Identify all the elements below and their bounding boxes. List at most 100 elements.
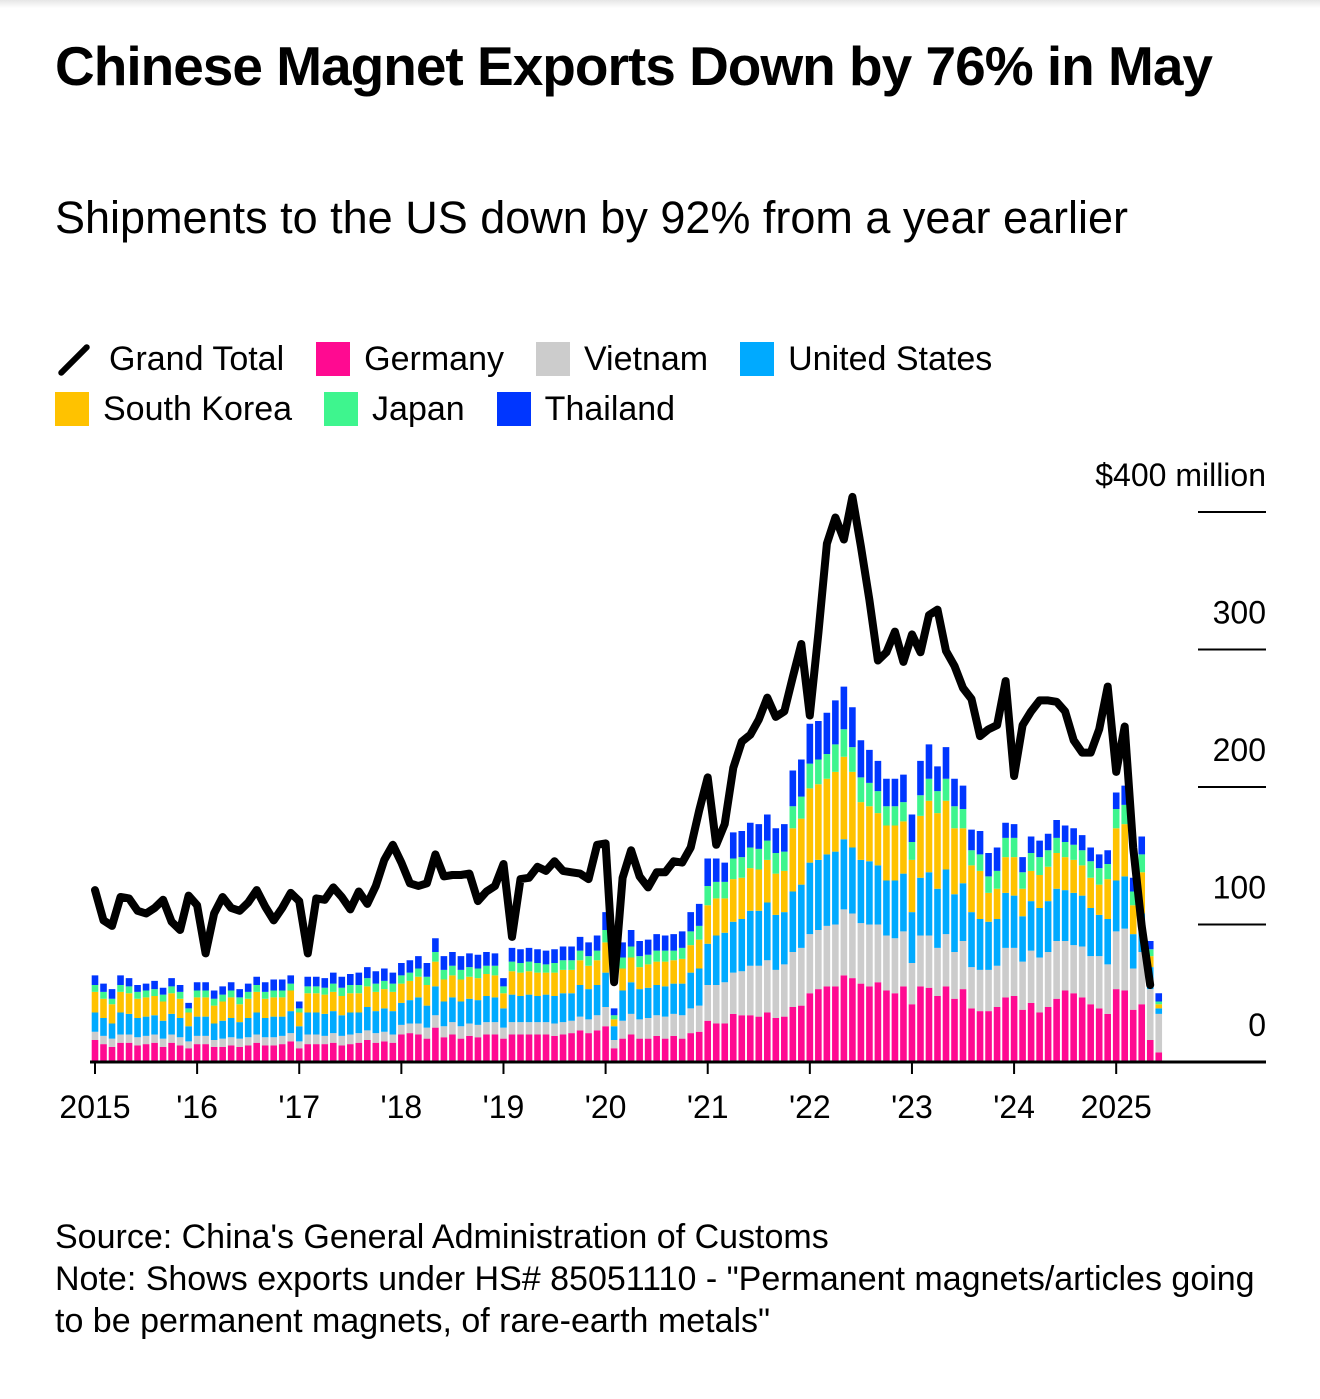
bar-segment-south-korea xyxy=(1027,870,1035,902)
bar-segment-vietnam xyxy=(610,1040,618,1049)
bar-segment-united-states xyxy=(534,996,541,1023)
bar-segment-south-korea xyxy=(602,942,609,973)
bar-segment-thailand xyxy=(959,785,967,809)
x-tick-label: '18 xyxy=(381,1089,423,1125)
bar-segment-south-korea xyxy=(610,1019,618,1027)
bar-segment-south-korea xyxy=(1010,857,1018,896)
bar-segment-thailand xyxy=(1104,850,1111,864)
bar-segment-vietnam xyxy=(372,1033,380,1043)
legend-label: Germany xyxy=(364,339,504,378)
bar-segment-united-states xyxy=(661,986,669,1017)
bar-segment-japan xyxy=(806,763,814,789)
bar-segment-thailand xyxy=(1053,820,1060,838)
bar-segment-vietnam xyxy=(466,1023,473,1036)
chart-svg: 0 100 200 300 $400 million 2015 '16 '17 '18 '19 '2… xyxy=(59,457,1266,1125)
bar-segment-japan xyxy=(1129,891,1137,906)
bar-segment-thailand xyxy=(423,963,431,977)
bar-segment-japan xyxy=(755,848,763,870)
bar-segment-japan xyxy=(151,989,158,996)
bar-segment-vietnam xyxy=(219,1038,226,1047)
bar-segment-germany xyxy=(1121,990,1129,1062)
bar-segment-south-korea xyxy=(1112,828,1120,881)
bar-segment-vietnam xyxy=(874,924,882,983)
bar-segment-thailand xyxy=(491,953,499,966)
bar-segment-vietnam xyxy=(619,1020,626,1039)
bar-segment-japan xyxy=(678,947,686,959)
bar-segment-south-korea xyxy=(1036,875,1043,908)
bar-segment-vietnam xyxy=(415,1023,422,1035)
bar-segment-japan xyxy=(661,950,669,962)
bar-segment-south-korea xyxy=(338,996,346,1016)
bar-segment-south-korea xyxy=(985,892,992,922)
bar-segment-germany xyxy=(1078,997,1086,1062)
bar-segment-germany xyxy=(406,1033,414,1062)
bar-segment-thailand xyxy=(534,949,541,963)
bar-segment-united-states xyxy=(193,1016,201,1036)
bar-segment-vietnam xyxy=(900,931,907,987)
bar-segment-vietnam xyxy=(261,1037,269,1046)
bar-segment-japan xyxy=(287,983,295,991)
bar-segment-japan xyxy=(653,950,660,962)
bar-segment-japan xyxy=(832,744,839,772)
bar-segment-south-korea xyxy=(806,788,814,863)
bar-segment-south-korea xyxy=(1078,865,1086,896)
bar-segment-thailand xyxy=(968,829,975,851)
bar-segment-germany xyxy=(491,1034,499,1062)
bar-segment-south-korea xyxy=(593,960,601,985)
bar-segment-thailand xyxy=(542,950,550,965)
bar-segment-thailand xyxy=(678,931,686,948)
bar-segment-thailand xyxy=(832,700,839,745)
bar-segment-thailand xyxy=(236,989,243,998)
swatch-icon xyxy=(740,342,775,376)
bar-segment-germany xyxy=(210,1046,218,1062)
bar-segment-united-states xyxy=(1019,916,1026,962)
bar-segment-germany xyxy=(432,1027,439,1062)
bar-segment-japan xyxy=(525,961,533,972)
bar-segment-south-korea xyxy=(491,975,499,998)
bar-segment-japan xyxy=(329,983,337,992)
bar-segment-thailand xyxy=(287,975,295,984)
bar-segment-united-states xyxy=(236,1022,243,1039)
bar-segment-thailand xyxy=(823,712,831,754)
bar-segment-south-korea xyxy=(670,960,677,984)
bar-segment-united-states xyxy=(976,919,984,970)
bar-segment-vietnam xyxy=(670,1013,677,1036)
bar-segment-vietnam xyxy=(789,952,797,1007)
bar-segment-germany xyxy=(364,1040,371,1062)
bar-segment-vietnam xyxy=(695,1005,703,1032)
bar-segment-united-states xyxy=(874,865,882,925)
bar-segment-south-korea xyxy=(321,994,329,1014)
bar-segment-thailand xyxy=(585,942,592,957)
bar-segment-japan xyxy=(440,969,448,980)
bar-segment-thailand xyxy=(1146,941,1154,950)
bar-segment-germany xyxy=(457,1038,465,1062)
x-tick-label: '23 xyxy=(891,1089,933,1125)
bar-segment-united-states xyxy=(781,912,788,965)
legend-item-thailand: Thailand xyxy=(496,390,675,429)
bar-segment-thailand xyxy=(908,814,916,842)
bar-segment-south-korea xyxy=(381,989,388,1009)
bar-segment-thailand xyxy=(1078,835,1086,851)
bar-segment-united-states xyxy=(491,997,499,1023)
bar-segment-germany xyxy=(959,989,967,1062)
bar-segment-vietnam xyxy=(815,930,822,990)
bar-segment-germany xyxy=(993,1007,1001,1062)
bar-segment-vietnam xyxy=(942,934,950,987)
bar-segment-germany xyxy=(1129,1009,1137,1062)
bar-segment-japan xyxy=(159,994,167,1002)
bar-segment-japan xyxy=(321,987,329,995)
bar-segment-japan xyxy=(849,747,856,772)
bar-segment-united-states xyxy=(687,972,694,1009)
bar-segment-japan xyxy=(474,968,482,979)
bar-segment-south-korea xyxy=(457,979,465,1002)
bar-segment-germany xyxy=(91,1040,99,1062)
bar-segment-germany xyxy=(270,1045,278,1062)
bar-segment-japan xyxy=(406,972,414,981)
bar-segment-japan xyxy=(304,986,312,994)
bar-segment-vietnam xyxy=(142,1035,150,1045)
bar-segment-germany xyxy=(100,1044,107,1062)
bar-segment-united-states xyxy=(593,985,601,1016)
bar-segment-japan xyxy=(576,950,584,961)
bar-segment-vietnam xyxy=(1019,961,1026,1010)
top-border xyxy=(0,0,1320,8)
